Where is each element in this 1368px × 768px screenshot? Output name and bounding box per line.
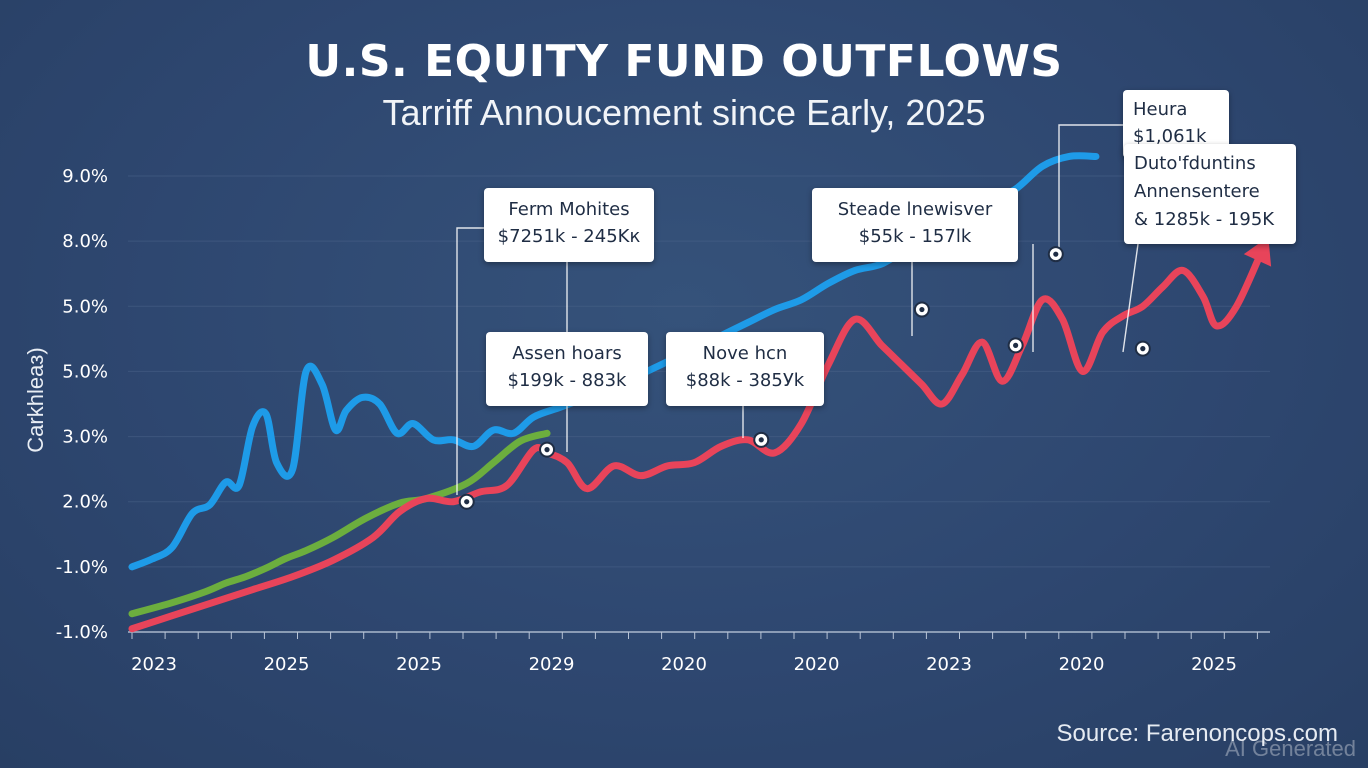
callout-4: Steade lnewisver $55k - 157lk xyxy=(812,188,1018,262)
x-tick-label: 2023 xyxy=(131,654,177,675)
y-tick-label: -1.0% xyxy=(56,557,108,578)
watermark-text: AI Generated xyxy=(1225,736,1356,761)
callout-2-value: $199k - 883k xyxy=(507,370,627,391)
annotation-marker-dot xyxy=(1140,346,1146,352)
x-tick-label: 2029 xyxy=(529,654,575,675)
y-tick-label: 9.0% xyxy=(62,166,108,187)
y-tick-label: 2.0% xyxy=(62,492,108,513)
series-line-green xyxy=(128,429,551,618)
callout-6-value: $1,061k xyxy=(1133,126,1207,147)
annotation-leader-line xyxy=(1058,124,1123,261)
callout-3-title: Nove hcn xyxy=(702,343,788,364)
callout-1: Ferm Mohites $7251k - 245Kк xyxy=(484,188,654,262)
annotation-leader-line xyxy=(456,227,484,495)
annotation-leader-line xyxy=(1122,243,1139,353)
callout-4-title: Steade lnewisver xyxy=(837,199,993,220)
y-tick-label: -1.0% xyxy=(56,622,108,643)
x-tick-label: 2020 xyxy=(1059,654,1105,675)
y-tick-label: 5.0% xyxy=(62,296,108,317)
x-tick-label: 2020 xyxy=(661,654,707,675)
callout-1-value: $7251k - 245Kк xyxy=(497,226,641,247)
annotation-marker-dot xyxy=(1013,342,1019,348)
chart-title: U.S. EQUITY FUND OUTFLOWS xyxy=(305,36,1063,87)
y-tick-label: 5.0% xyxy=(62,361,108,382)
callout-7: Duto'fduntins Annensentere & 1285k - 195… xyxy=(1124,144,1296,244)
y-tick-label: 8.0% xyxy=(62,231,108,252)
callout-2-title: Assen hoars xyxy=(512,343,622,364)
annotation-marker-dot xyxy=(758,437,764,443)
x-tick-label: 2025 xyxy=(264,654,310,675)
callout-4-value: $55k - 157lk xyxy=(858,226,972,247)
source-text: Source: Farenoncops.com xyxy=(1056,720,1338,747)
series-line-red xyxy=(128,244,1267,633)
callout-7-title: Duto'fduntins Annensentere xyxy=(1134,153,1260,202)
callout-1-title: Ferm Mohites xyxy=(508,199,630,220)
callout-2: Assen hoars $199k - 883k xyxy=(486,332,648,406)
x-tick-label: 2025 xyxy=(1191,654,1237,675)
callout-3-value: $88k - 385Уk xyxy=(685,370,805,391)
annotation-marker-dot xyxy=(919,306,925,313)
callout-6-title: Heura xyxy=(1133,99,1188,120)
annotation-marker-dot xyxy=(1053,251,1059,257)
annotation-marker-dot xyxy=(464,499,470,505)
chart-subtitle: Tarriff Annoucement since Early, 2025 xyxy=(382,92,986,133)
annotation-marker-dot xyxy=(544,447,550,453)
x-tick-label: 2020 xyxy=(794,654,840,675)
red-series-arrowhead xyxy=(1243,236,1272,267)
x-tick-label: 2025 xyxy=(396,654,442,675)
callout-3: Nove hcn $88k - 385Уk xyxy=(666,332,824,406)
y-tick-label: 3.0% xyxy=(62,427,108,448)
x-tick-label: 2023 xyxy=(926,654,972,675)
callout-7-value: & 1285k - 195K xyxy=(1134,209,1275,230)
